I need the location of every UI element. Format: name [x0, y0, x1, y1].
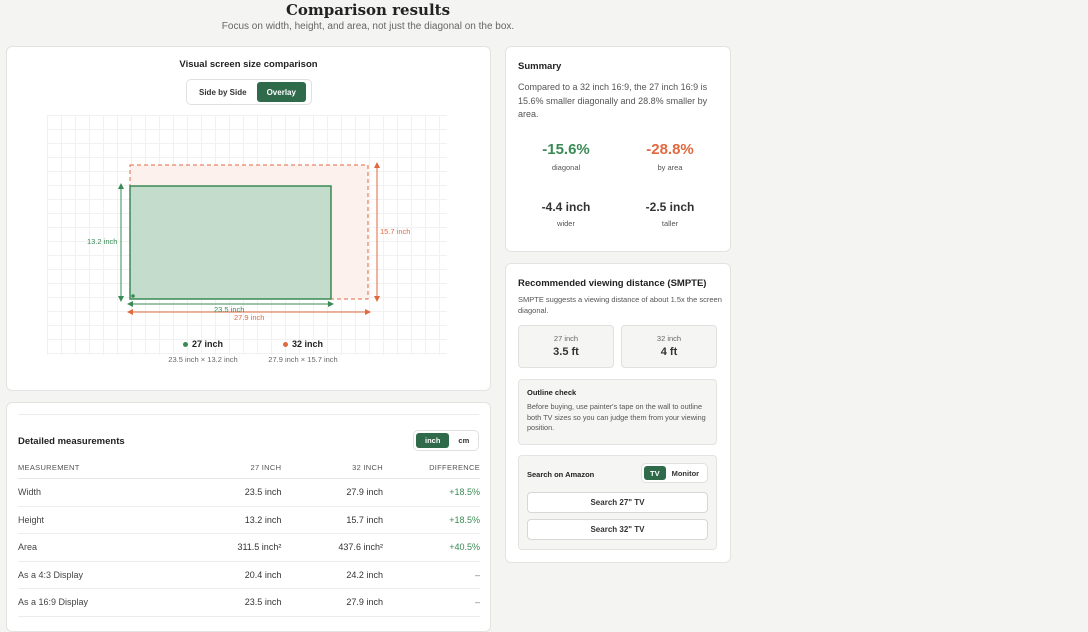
metric-diagonal: -15.6% diagonal — [516, 141, 616, 172]
amazon-title: Search on Amazon — [527, 470, 595, 479]
small-height-label: 13.2 inch — [87, 237, 117, 246]
difference-value: +18.5% — [382, 478, 480, 507]
visual-title: Visual screen size comparison — [179, 59, 318, 70]
large-value: 437.6 inch² — [281, 533, 383, 562]
legend-item-large: 32 inch 27.9 inch × 15.7 inch — [251, 339, 355, 364]
metric-value: -15.6% — [542, 141, 590, 158]
metric-label: by area — [657, 163, 683, 172]
small-screen-rect — [129, 185, 332, 300]
outline-title: Outline check — [527, 388, 577, 397]
table-row: As a 16:9 Display 23.5 inch 27.9 inch – — [18, 588, 480, 617]
search-32-tv-button[interactable]: Search 32" TV — [527, 519, 708, 540]
distance-box-small: 27 inch 3.5 ft — [518, 325, 614, 368]
difference-value: +40.5% — [382, 533, 480, 562]
metric-height: -2.5 inch taller — [620, 200, 720, 228]
small-value: 20.4 inch — [179, 561, 282, 589]
row-label: Area — [18, 533, 180, 562]
large-value: 27.9 inch — [281, 478, 383, 507]
column-header: 32 INCH — [281, 459, 383, 479]
outline-check-box: Outline check Before buying, use painter… — [518, 379, 717, 445]
large-width-label: 27.9 inch — [234, 313, 264, 322]
metric-label: wider — [557, 219, 575, 228]
table-row: Width 23.5 inch 27.9 inch +18.5% — [18, 478, 480, 507]
legend-dot-orange — [282, 342, 288, 348]
divider — [18, 414, 479, 415]
metric-value: -2.5 inch — [645, 200, 695, 214]
summary-card: Summary Compared to a 32 inch 16:9, the … — [505, 46, 731, 252]
unit-inch-option[interactable]: inch — [416, 433, 450, 448]
distance-value: 3.5 ft — [553, 346, 579, 358]
summary-title: Summary — [518, 61, 562, 72]
column-header: 27 INCH — [179, 459, 282, 479]
table-row: As a 4:3 Display 20.4 inch 24.2 inch – — [18, 561, 480, 589]
small-width-label: 23.5 inch — [214, 305, 244, 314]
viewing-distance-card: Recommended viewing distance (SMPTE) SMP… — [505, 263, 731, 563]
view-mode-toggle: Side by Side Overlay — [186, 79, 312, 105]
table-row: Height 13.2 inch 15.7 inch +18.5% — [18, 506, 480, 534]
large-value: 15.7 inch — [281, 506, 383, 534]
large-height-label: 15.7 inch — [380, 227, 410, 236]
large-value: 24.2 inch — [281, 561, 383, 589]
row-label: Height — [18, 506, 180, 534]
metric-area: -28.8% by area — [620, 141, 720, 172]
outline-text: Before buying, use painter's tape on the… — [527, 402, 706, 432]
legend-name: 32 inch — [291, 339, 323, 349]
small-value: 311.5 inch² — [179, 533, 282, 562]
distance-size: 27 inch — [553, 334, 579, 343]
amazon-search-box: Search on Amazon TV Monitor Search 27" T… — [518, 455, 717, 550]
column-header: DIFFERENCE — [382, 459, 480, 479]
page-title: Comparison results — [285, 1, 451, 19]
legend-dot-green — [182, 342, 188, 348]
difference-value: – — [382, 561, 480, 589]
distance-value: 4 ft — [660, 346, 678, 358]
difference-value: – — [382, 588, 480, 617]
column-header: MEASUREMENT — [18, 459, 180, 479]
legend-dims: 27.9 inch × 15.7 inch — [268, 355, 338, 364]
detail-title: Detailed measurements — [18, 436, 125, 447]
large-value: 27.9 inch — [281, 588, 383, 617]
viewing-title: Recommended viewing distance (SMPTE) — [518, 278, 707, 289]
page-subtitle: Focus on width, height, and area, not ju… — [221, 21, 515, 32]
row-label: Width — [18, 478, 180, 507]
legend-item-small: 27 inch 23.5 inch × 13.2 inch — [153, 339, 253, 364]
unit-toggle: inch cm — [413, 430, 479, 451]
small-value: 23.5 inch — [179, 588, 282, 617]
metric-label: taller — [661, 219, 679, 228]
difference-value: +18.5% — [382, 506, 480, 534]
overlay-option[interactable]: Overlay — [256, 82, 306, 102]
small-value: 13.2 inch — [179, 506, 282, 534]
overlay-diagram: 13.2 inch 15.7 inch 23.5 inch 27.9 inch — [87, 162, 410, 322]
row-label: As a 4:3 Display — [18, 561, 180, 589]
unit-cm-option[interactable]: cm — [458, 436, 470, 445]
summary-text: Compared to a 32 inch 16:9, the 27 inch … — [518, 82, 708, 119]
distance-box-large: 32 inch 4 ft — [621, 325, 717, 368]
amazon-tv-option[interactable]: TV — [644, 466, 666, 480]
metric-value: -28.8% — [646, 141, 694, 158]
legend-dims: 23.5 inch × 13.2 inch — [168, 355, 238, 364]
small-value: 23.5 inch — [179, 478, 282, 507]
row-label: As a 16:9 Display — [18, 588, 180, 617]
metric-label: diagonal — [551, 163, 581, 172]
table-header-row: MEASUREMENT 27 INCH 32 INCH DIFFERENCE — [18, 459, 480, 479]
side-by-side-option[interactable]: Side by Side — [199, 87, 247, 97]
detailed-measurements-card: Detailed measurements inch cm MEASUREMEN… — [6, 402, 491, 632]
amazon-category-toggle: TV Monitor — [641, 463, 708, 483]
metric-width: -4.4 inch wider — [516, 200, 616, 228]
measurements-table: MEASUREMENT 27 INCH 32 INCH DIFFERENCE W… — [18, 459, 480, 617]
distance-size: 32 inch — [656, 334, 682, 343]
origin-dot — [131, 294, 135, 298]
table-row: Area 311.5 inch² 437.6 inch² +40.5% — [18, 533, 480, 562]
search-27-tv-button[interactable]: Search 27" TV — [527, 492, 708, 513]
amazon-monitor-option[interactable]: Monitor — [671, 468, 700, 478]
legend-name: 27 inch — [191, 339, 223, 349]
visual-comparison-card: Visual screen size comparison Side by Si… — [6, 46, 491, 391]
metric-value: -4.4 inch — [541, 200, 591, 214]
viewing-text: SMPTE suggests a viewing distance of abo… — [518, 295, 722, 315]
